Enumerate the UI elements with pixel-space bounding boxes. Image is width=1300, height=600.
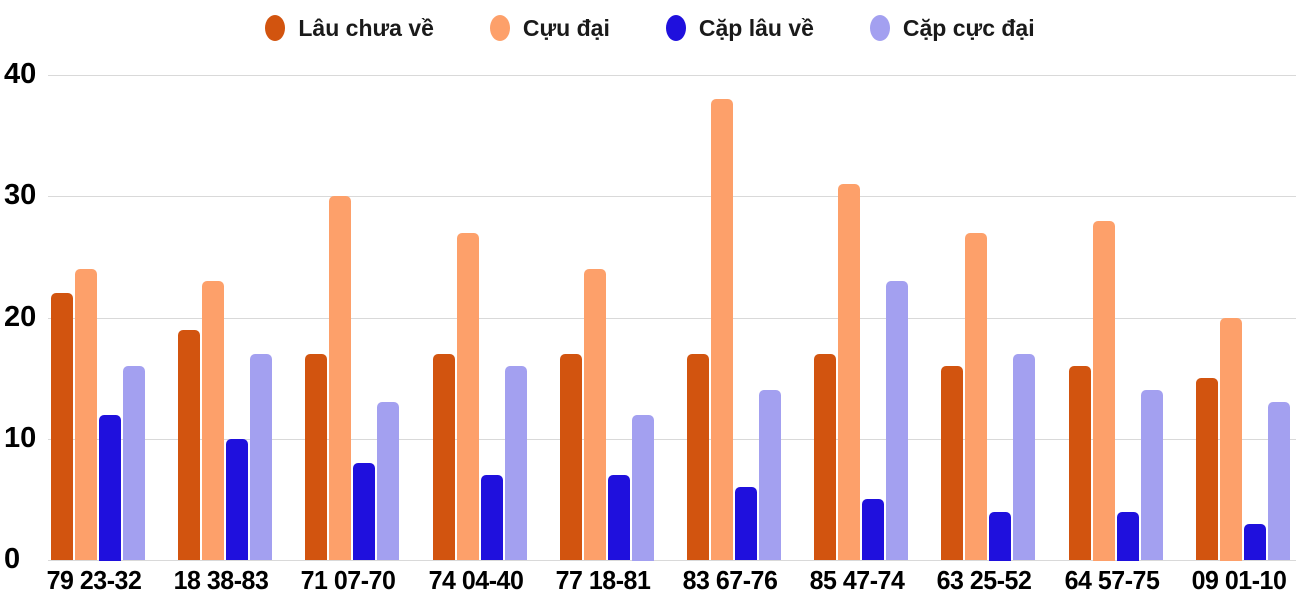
- x-axis-category-label: 71 07-70: [300, 565, 396, 595]
- bar-85_47-74-series1: [838, 184, 860, 560]
- legend-item-3: Cặp cực đại: [869, 14, 1035, 42]
- x-axis-category-label: 74 04-40: [428, 565, 524, 595]
- legend-item-0: Lâu chưa về: [265, 15, 434, 42]
- bar-71_07-70-series0: [305, 354, 327, 560]
- gridline-y0: [48, 560, 1296, 561]
- bar-85_47-74-series0: [814, 354, 836, 560]
- bar-79_23-32-series1: [75, 269, 97, 560]
- legend-swatch-icon: [665, 15, 686, 41]
- legend-label: Cựu đại: [522, 14, 610, 41]
- x-axis-category-label: 85 47-74: [809, 565, 905, 595]
- bar-74_04-40-series0: [433, 354, 455, 560]
- bar-79_23-32-series2: [99, 415, 121, 561]
- bar-79_23-32-series3: [123, 366, 145, 560]
- bar-18_38-83-series0: [178, 330, 200, 560]
- gridline-y40: [48, 75, 1296, 76]
- legend-item-1: Cựu đại: [489, 14, 610, 42]
- bar-79_23-32-series0: [51, 293, 73, 560]
- gridline-y20: [48, 318, 1296, 319]
- bar-18_38-83-series3: [250, 354, 272, 560]
- x-axis-category-label: 18 38-83: [173, 565, 269, 595]
- bar-09_01-10-series3: [1268, 402, 1290, 560]
- gridline-y10: [48, 439, 1296, 440]
- bar-85_47-74-series2: [862, 499, 884, 560]
- bar-64_57-75-series3: [1141, 390, 1163, 560]
- legend-swatch-icon: [869, 15, 890, 41]
- y-axis-tick-label: 20: [4, 301, 37, 333]
- bar-77_18-81-series3: [632, 415, 654, 561]
- bar-09_01-10-series0: [1196, 378, 1218, 560]
- bar-74_04-40-series3: [505, 366, 527, 560]
- y-axis-tick-label: 10: [4, 422, 37, 454]
- x-axis-category-label: 09 01-10: [1191, 565, 1287, 595]
- bar-71_07-70-series2: [353, 463, 375, 560]
- bar-71_07-70-series1: [329, 196, 351, 560]
- bar-77_18-81-series2: [608, 475, 630, 560]
- legend-swatch-icon: [265, 15, 286, 41]
- bar-74_04-40-series2: [481, 475, 503, 560]
- bar-64_57-75-series1: [1093, 221, 1115, 561]
- bar-64_57-75-series2: [1117, 512, 1139, 561]
- legend-label: Cặp cực đại: [902, 14, 1035, 41]
- bar-83_67-76-series0: [687, 354, 709, 560]
- bar-83_67-76-series1: [711, 99, 733, 560]
- bar-18_38-83-series2: [226, 439, 248, 560]
- bar-63_25-52-series1: [965, 233, 987, 560]
- bar-18_38-83-series1: [202, 281, 224, 560]
- bar-63_25-52-series3: [1013, 354, 1035, 560]
- legend-item-2: Cặp lâu về: [665, 14, 814, 42]
- bar-83_67-76-series3: [759, 390, 781, 560]
- bar-77_18-81-series1: [584, 269, 606, 560]
- x-axis-category-label: 63 25-52: [936, 565, 1032, 595]
- bar-74_04-40-series1: [457, 233, 479, 560]
- bar-63_25-52-series2: [989, 512, 1011, 561]
- gridline-y30: [48, 196, 1296, 197]
- x-axis-category-label: 83 67-76: [682, 565, 778, 595]
- legend-label: Lâu chưa về: [298, 14, 434, 41]
- bar-64_57-75-series0: [1069, 366, 1091, 560]
- y-axis-tick-label: 40: [4, 58, 37, 90]
- x-axis-category-label: 79 23-32: [46, 565, 142, 595]
- bar-63_25-52-series0: [941, 366, 963, 560]
- bar-71_07-70-series3: [377, 402, 399, 560]
- bar-77_18-81-series0: [560, 354, 582, 560]
- bar-85_47-74-series3: [886, 281, 908, 560]
- bar-09_01-10-series1: [1220, 318, 1242, 561]
- y-axis-tick-label: 0: [4, 543, 21, 575]
- chart-legend: Lâu chưa về Cựu đại Cặp lâu về Cặp cực đại: [0, 6, 1300, 50]
- legend-label: Cặp lâu về: [698, 14, 814, 41]
- y-axis-tick-label: 30: [4, 179, 37, 211]
- legend-swatch-icon: [489, 15, 510, 41]
- x-axis-category-label: 77 18-81: [555, 565, 651, 595]
- bar-83_67-76-series2: [735, 487, 757, 560]
- x-axis-category-label: 64 57-75: [1064, 565, 1160, 595]
- bar-09_01-10-series2: [1244, 524, 1266, 560]
